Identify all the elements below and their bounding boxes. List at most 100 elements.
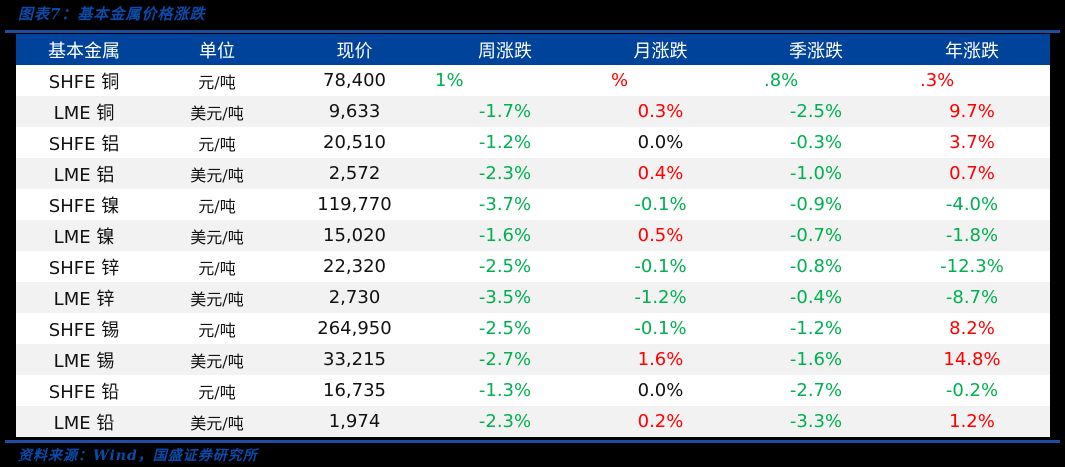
cell-month: 0.2%: [583, 406, 738, 437]
cell-unit: 美元/吨: [152, 220, 282, 251]
figure-title: 图表7：基本金属价格涨跌: [18, 5, 206, 23]
cell-metal: LME 铜: [16, 96, 152, 127]
table-row: SHFE 铝元/吨 20,510 -1.2% 0.0% -0.3% 3.7%: [16, 127, 1050, 158]
cell-price: 22,320: [282, 251, 427, 282]
cell-year: 3.7%: [894, 127, 1050, 158]
cell-unit: 元/吨: [152, 313, 282, 344]
cell-quarter: .8%: [738, 65, 894, 96]
cell-unit: 美元/吨: [152, 282, 282, 313]
table-row: SHFE 铜元/吨 78,400 1%% .8% .3%: [16, 65, 1050, 96]
cell-metal: SHFE 铜: [16, 65, 152, 96]
table-row: LME 锌美元/吨 2,730 -3.5% -1.2% -0.4% -8.7%: [16, 282, 1050, 313]
table-row: LME 镍美元/吨 15,020 -1.6% 0.5% -0.7% -1.8%: [16, 220, 1050, 251]
cell-quarter: -0.4%: [738, 282, 894, 313]
cell-metal: SHFE 铝: [16, 127, 152, 158]
cell-week: 1%: [427, 65, 583, 96]
table-header-row: 基本金属 单位 现价 周涨跌 月涨跌 季涨跌 年涨跌: [16, 34, 1050, 65]
header-price: 现价: [282, 34, 427, 65]
cell-metal: LME 锡: [16, 344, 152, 375]
cell-year: -4.0%: [894, 189, 1050, 220]
cell-month: -1.2%: [583, 282, 738, 313]
cell-month: -0.1%: [583, 189, 738, 220]
cell-week: -2.3%: [427, 406, 583, 437]
bottom-rule: [5, 440, 1060, 443]
cell-unit: 美元/吨: [152, 406, 282, 437]
cell-price: 33,215: [282, 344, 427, 375]
cell-quarter: -1.0%: [738, 158, 894, 189]
cell-year: 8.2%: [894, 313, 1050, 344]
cell-unit: 元/吨: [152, 65, 282, 96]
cell-quarter: -1.6%: [738, 344, 894, 375]
cell-price: 78,400: [282, 65, 427, 96]
cell-unit: 元/吨: [152, 189, 282, 220]
cell-price: 2,572: [282, 158, 427, 189]
cell-price: 15,020: [282, 220, 427, 251]
table-row: LME 铅美元/吨 1,974 -2.3% 0.2% -3.3% 1.2%: [16, 406, 1050, 437]
cell-week: -1.7%: [427, 96, 583, 127]
cell-price: 20,510: [282, 127, 427, 158]
cell-month: 0.3%: [583, 96, 738, 127]
cell-unit: 元/吨: [152, 375, 282, 406]
cell-week: -2.5%: [427, 251, 583, 282]
cell-year: 9.7%: [894, 96, 1050, 127]
table-row: SHFE 铅元/吨 16,735 -1.3% 0.0% -2.7% -0.2%: [16, 375, 1050, 406]
cell-month: -0.1%: [583, 313, 738, 344]
cell-year: 1.2%: [894, 406, 1050, 437]
cell-month: %: [583, 65, 738, 96]
cell-month: 1.6%: [583, 344, 738, 375]
cell-year: -0.2%: [894, 375, 1050, 406]
cell-week: -2.5%: [427, 313, 583, 344]
cell-month: 0.5%: [583, 220, 738, 251]
cell-metal: SHFE 铅: [16, 375, 152, 406]
cell-metal: SHFE 锡: [16, 313, 152, 344]
table-row: LME 锡美元/吨 33,215 -2.7% 1.6% -1.6% 14.8%: [16, 344, 1050, 375]
cell-quarter: -1.2%: [738, 313, 894, 344]
cell-price: 2,730: [282, 282, 427, 313]
cell-year: 0.7%: [894, 158, 1050, 189]
cell-quarter: -3.3%: [738, 406, 894, 437]
cell-week: -1.3%: [427, 375, 583, 406]
cell-metal: LME 铝: [16, 158, 152, 189]
cell-unit: 元/吨: [152, 251, 282, 282]
cell-price: 16,735: [282, 375, 427, 406]
cell-metal: SHFE 镍: [16, 189, 152, 220]
cell-year: -8.7%: [894, 282, 1050, 313]
cell-unit: 美元/吨: [152, 158, 282, 189]
header-metal: 基本金属: [16, 34, 152, 65]
header-year-change: 年涨跌: [894, 34, 1050, 65]
header-week-change: 周涨跌: [427, 34, 583, 65]
cell-week: -1.2%: [427, 127, 583, 158]
cell-metal: LME 锌: [16, 282, 152, 313]
cell-price: 1,974: [282, 406, 427, 437]
table-row: LME 铝美元/吨 2,572 -2.3% 0.4% -1.0% 0.7%: [16, 158, 1050, 189]
cell-month: 0.0%: [583, 375, 738, 406]
source-note: 资料来源：Wind，国盛证券研究所: [18, 448, 258, 464]
cell-quarter: -0.3%: [738, 127, 894, 158]
cell-week: -3.5%: [427, 282, 583, 313]
header-quarter-change: 季涨跌: [738, 34, 894, 65]
cell-unit: 美元/吨: [152, 344, 282, 375]
cell-metal: LME 铅: [16, 406, 152, 437]
cell-week: -1.6%: [427, 220, 583, 251]
cell-week: -2.7%: [427, 344, 583, 375]
table-row: SHFE 锌元/吨 22,320 -2.5% -0.1% -0.8% -12.3%: [16, 251, 1050, 282]
header-unit: 单位: [152, 34, 282, 65]
cell-quarter: -2.7%: [738, 375, 894, 406]
cell-metal: SHFE 锌: [16, 251, 152, 282]
cell-quarter: -0.9%: [738, 189, 894, 220]
cell-unit: 美元/吨: [152, 96, 282, 127]
cell-year: -1.8%: [894, 220, 1050, 251]
cell-price: 119,770: [282, 189, 427, 220]
table-row: LME 铜美元/吨 9,633 -1.7% 0.3% -2.5% 9.7%: [16, 96, 1050, 127]
cell-month: 0.4%: [583, 158, 738, 189]
cell-month: -0.1%: [583, 251, 738, 282]
header-month-change: 月涨跌: [583, 34, 738, 65]
cell-year: .3%: [894, 65, 1050, 96]
table-row: SHFE 镍元/吨 119,770 -3.7% -0.1% -0.9% -4.0%: [16, 189, 1050, 220]
cell-quarter: -2.5%: [738, 96, 894, 127]
cell-quarter: -0.8%: [738, 251, 894, 282]
cell-year: -12.3%: [894, 251, 1050, 282]
cell-price: 9,633: [282, 96, 427, 127]
cell-week: -3.7%: [427, 189, 583, 220]
cell-unit: 元/吨: [152, 127, 282, 158]
